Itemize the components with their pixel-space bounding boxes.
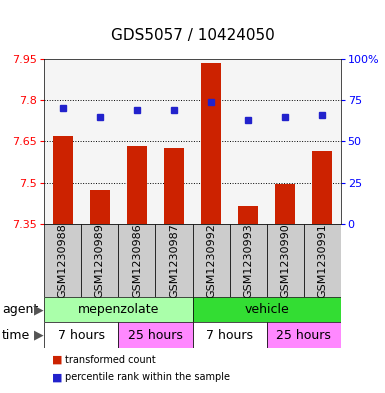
Text: GSM1230987: GSM1230987 [169, 223, 179, 298]
Text: 25 hours: 25 hours [128, 329, 183, 342]
Text: ▶: ▶ [34, 329, 43, 342]
Text: GSM1230993: GSM1230993 [243, 223, 253, 298]
Text: GDS5057 / 10424050: GDS5057 / 10424050 [110, 28, 275, 43]
Bar [44, 322, 119, 348]
Text: GSM1230990: GSM1230990 [280, 223, 290, 298]
Text: GSM1230992: GSM1230992 [206, 223, 216, 298]
Text: transformed count: transformed count [65, 354, 156, 365]
Text: ■: ■ [52, 354, 62, 365]
Bar [156, 224, 192, 297]
Bar [127, 146, 147, 224]
Bar [164, 149, 184, 224]
Bar [44, 224, 81, 297]
Bar [90, 190, 110, 224]
Bar [81, 224, 119, 297]
Bar [53, 136, 73, 224]
Text: ■: ■ [52, 372, 62, 382]
Bar [44, 297, 192, 322]
Text: GSM1230989: GSM1230989 [95, 223, 105, 298]
Bar [192, 322, 267, 348]
Bar [119, 322, 192, 348]
Text: agent: agent [2, 303, 38, 316]
Bar [201, 63, 221, 224]
Text: percentile rank within the sample: percentile rank within the sample [65, 372, 231, 382]
Text: mepenzolate: mepenzolate [78, 303, 159, 316]
Text: 7 hours: 7 hours [206, 329, 253, 342]
Bar [238, 206, 258, 224]
Text: GSM1230991: GSM1230991 [317, 223, 327, 298]
Text: vehicle: vehicle [244, 303, 289, 316]
Bar [192, 224, 229, 297]
Text: 7 hours: 7 hours [58, 329, 105, 342]
Bar [304, 224, 341, 297]
Bar [266, 322, 341, 348]
Bar [275, 184, 295, 224]
Bar [267, 224, 304, 297]
Text: time: time [2, 329, 30, 342]
Bar [119, 224, 156, 297]
Bar [229, 224, 266, 297]
Text: ▶: ▶ [34, 303, 43, 316]
Bar [192, 297, 341, 322]
Text: GSM1230986: GSM1230986 [132, 223, 142, 298]
Text: GSM1230988: GSM1230988 [58, 223, 68, 298]
Bar [312, 151, 332, 224]
Text: 25 hours: 25 hours [276, 329, 331, 342]
